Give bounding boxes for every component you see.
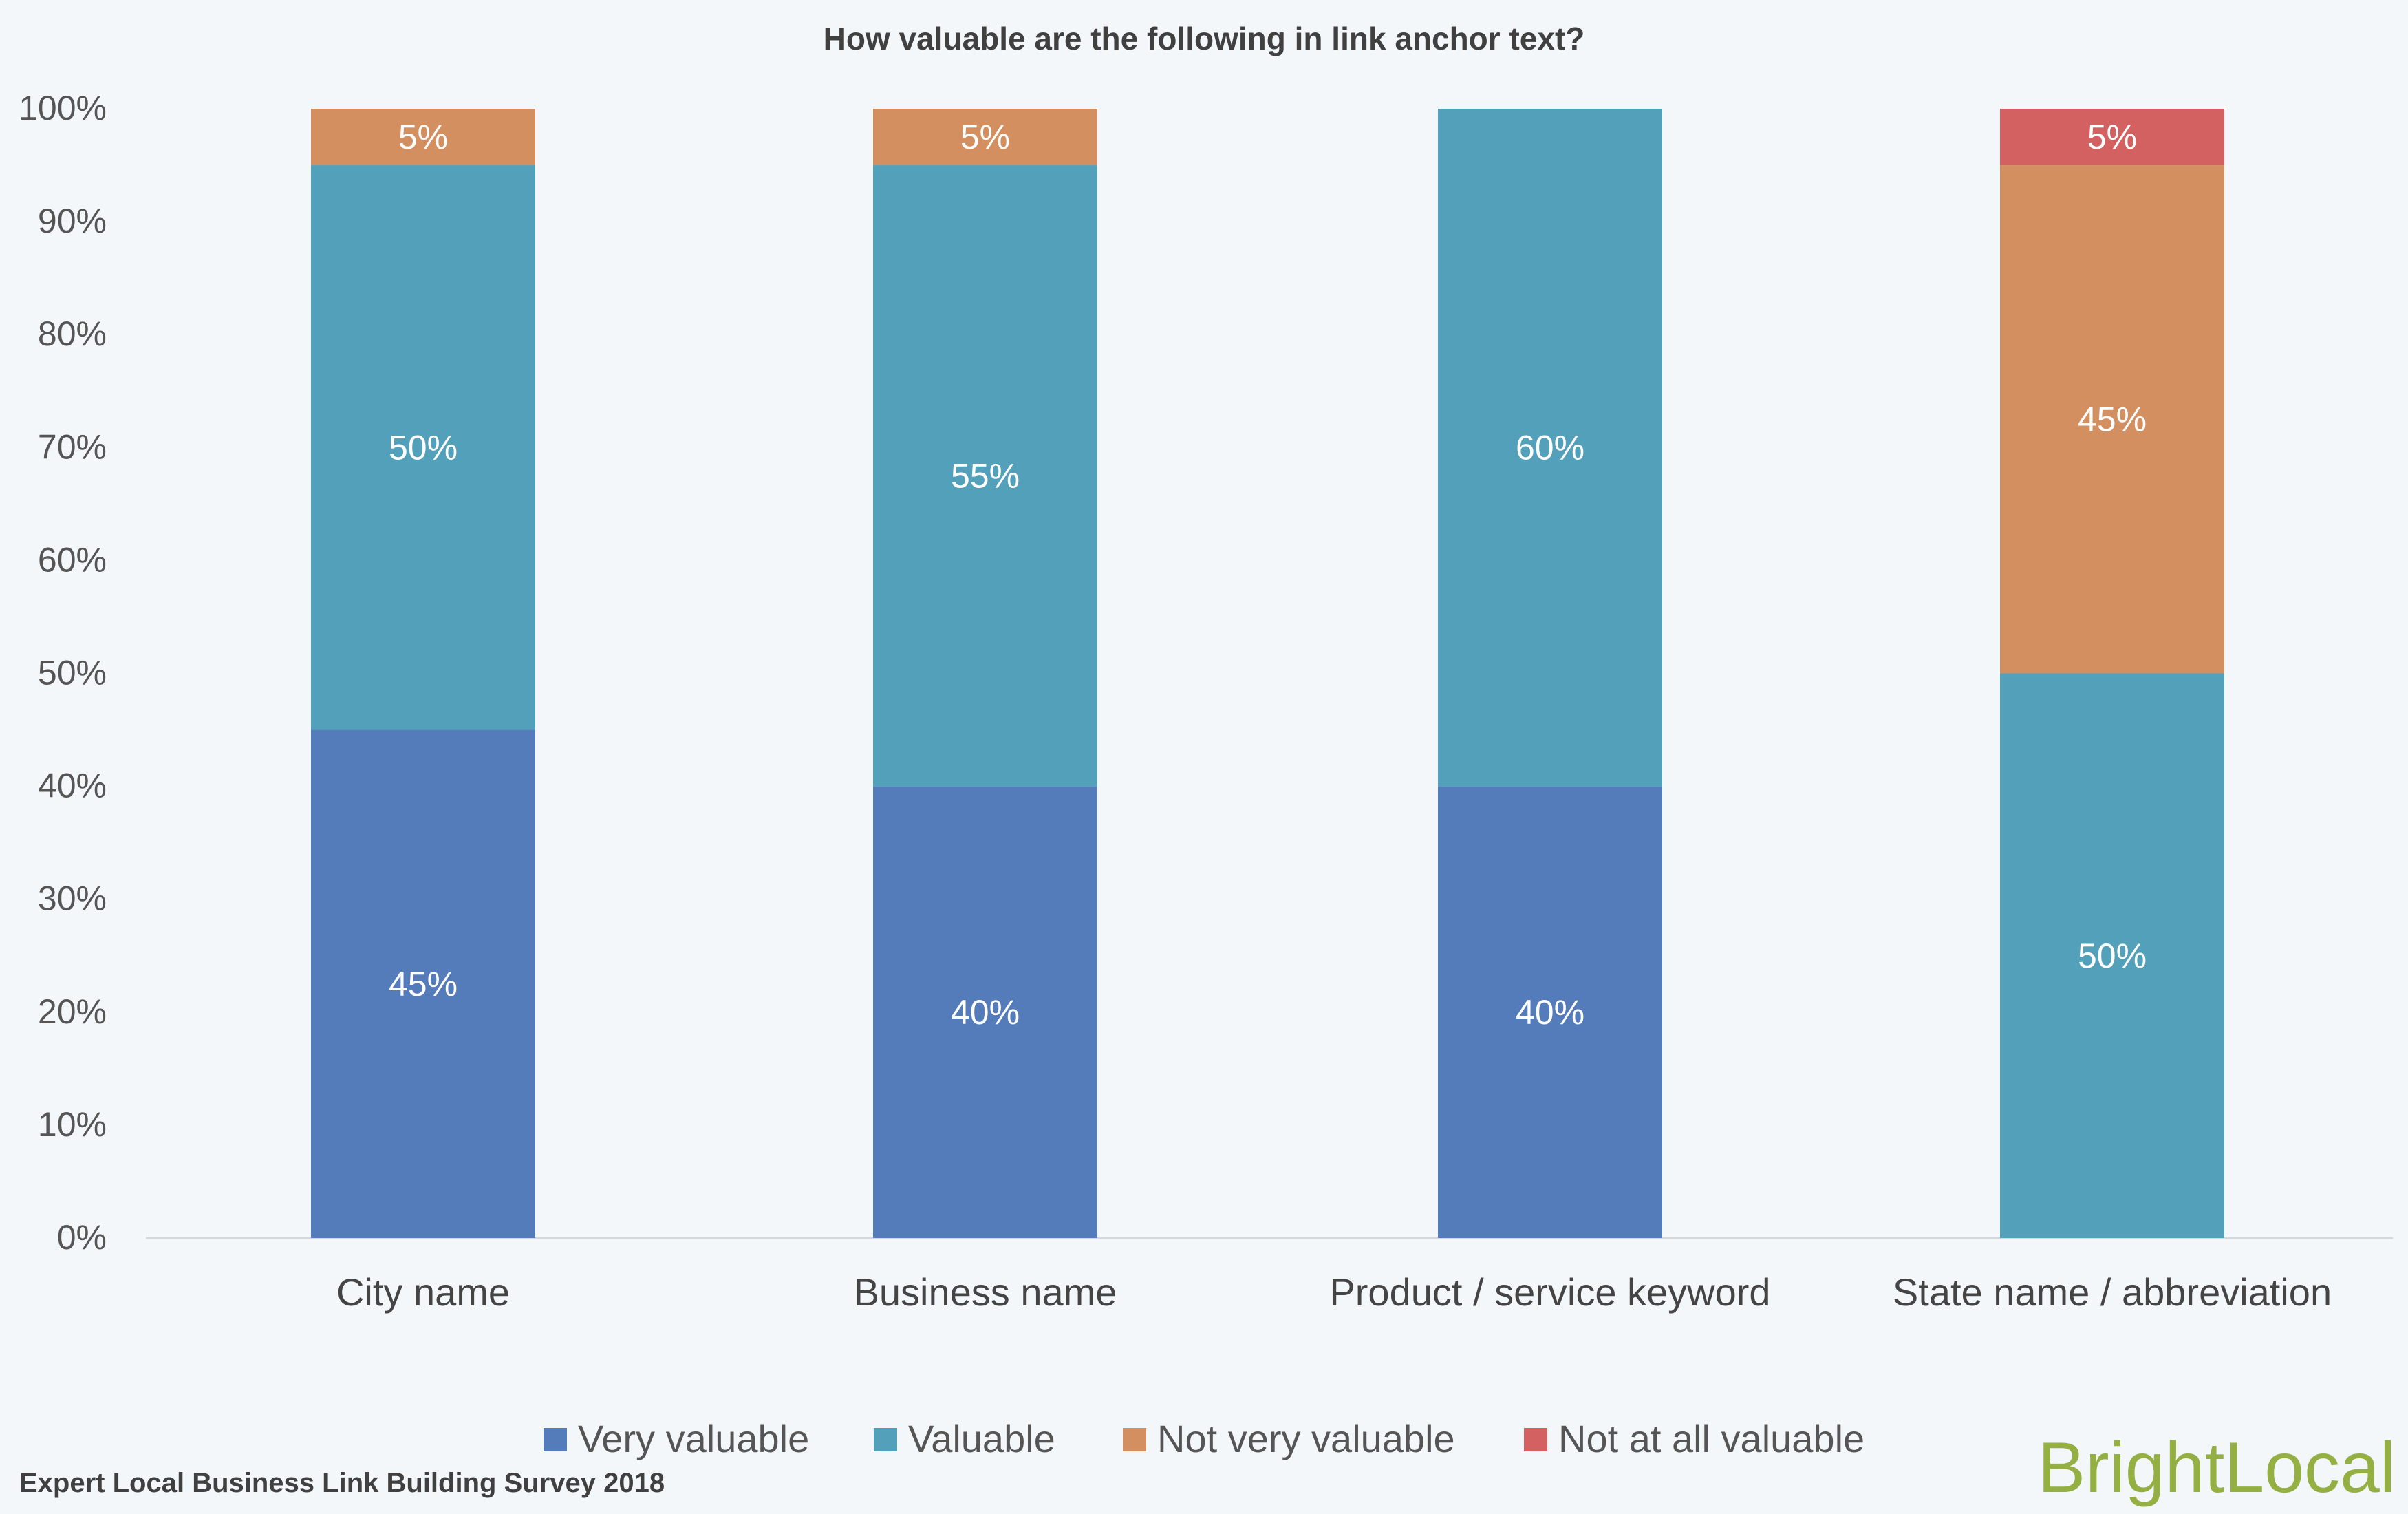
y-tick-label: 90% [38, 202, 107, 240]
legend: Very valuable Valuable Not very valuable No… [544, 1417, 1864, 1460]
legend-swatch [544, 1428, 567, 1451]
data-label: 40% [1516, 993, 1584, 1032]
bar-segment [311, 109, 535, 166]
bars: 45% 50% 5% 40% 55% 5% 40% 60% 50% 45% 5% [311, 109, 2224, 1238]
x-axis: City name Business name Product / service … [336, 1270, 2332, 1314]
legend-swatch [1524, 1428, 1547, 1451]
bar-segment [2000, 673, 2224, 1238]
data-label: 5% [2087, 118, 2137, 156]
data-label: 60% [1516, 428, 1584, 467]
bar-segment [873, 786, 1097, 1238]
data-label: 55% [951, 456, 1020, 495]
y-tick-label: 40% [38, 767, 107, 805]
y-tick-label: 10% [38, 1105, 107, 1144]
legend-label: Not very valuable [1157, 1417, 1455, 1460]
brand-logo-local: Local [2224, 1428, 2396, 1508]
bar-segment [311, 729, 535, 1238]
bar-segment [873, 165, 1097, 787]
data-label: 50% [2078, 937, 2147, 975]
bar-segment [1438, 109, 1662, 787]
x-category-label: Product / service keyword [1329, 1270, 1770, 1314]
y-tick-label: 70% [38, 427, 107, 466]
bar-segment [873, 109, 1097, 166]
data-label: 5% [398, 118, 448, 156]
bar-segment [2000, 165, 2224, 674]
legend-swatch [1123, 1428, 1146, 1451]
source-footer: Expert Local Business Link Building Surv… [19, 1468, 665, 1498]
data-label: 5% [960, 118, 1010, 156]
brand-logo-bright: Bright [2038, 1428, 2225, 1508]
bar-segment [1438, 786, 1662, 1238]
legend-label: Very valuable [578, 1417, 809, 1460]
data-label: 45% [2078, 400, 2147, 438]
y-tick-label: 50% [38, 654, 107, 692]
y-tick-label: 80% [38, 314, 107, 353]
data-label: 40% [951, 993, 1020, 1032]
y-tick-label: 20% [38, 992, 107, 1031]
x-category-label: City name [336, 1270, 510, 1314]
x-category-label: Business name [854, 1270, 1117, 1314]
bar-segment [2000, 109, 2224, 166]
x-category-label: State name / abbreviation [1893, 1270, 2332, 1314]
y-tick-label: 30% [38, 879, 107, 918]
y-axis: 0% 10% 20% 30% 40% 50% 60% 70% 80% 90% 100% [19, 89, 107, 1257]
chart-title: How valuable are the following in link a… [824, 21, 1585, 56]
brand-logo: BrightLocal [2038, 1428, 2396, 1508]
bar-segment [311, 165, 535, 730]
data-label: 50% [389, 428, 458, 467]
legend-label: Valuable [908, 1417, 1055, 1460]
y-tick-label: 100% [19, 89, 107, 127]
y-tick-label: 60% [38, 540, 107, 579]
y-tick-label: 0% [57, 1218, 107, 1257]
data-label: 45% [389, 965, 458, 1003]
legend-label: Not at all valuable [1558, 1417, 1864, 1460]
legend-swatch [874, 1428, 897, 1451]
